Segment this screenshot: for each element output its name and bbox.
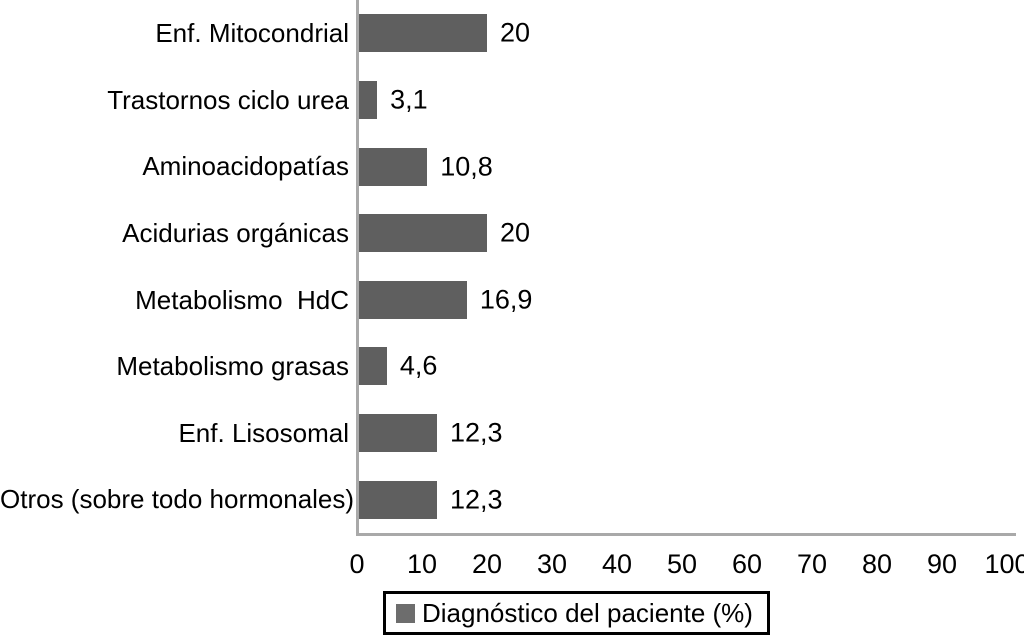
- bar: [357, 280, 467, 319]
- bar-row: Aminoacidopatías 10,8: [0, 133, 1024, 200]
- bar-row: Acidurias orgánicas 20: [0, 200, 1024, 267]
- bar: [357, 80, 378, 119]
- category-label: Otros (sobre todo hormonales): [0, 484, 355, 515]
- bar-value-label: 12,3: [449, 484, 503, 515]
- category-label: Metabolismo grasas: [116, 351, 349, 382]
- legend-label: Diagnóstico del paciente (%): [422, 597, 753, 628]
- bar-row: Metabolismo grasas 4,6: [0, 333, 1024, 400]
- bar-track: 10,8: [357, 133, 1024, 200]
- legend-square-icon: [396, 603, 415, 623]
- bar: [357, 347, 387, 386]
- bar-row: Metabolismo HdC 16,9: [0, 267, 1024, 334]
- bar-value-label: 16,9: [479, 284, 533, 315]
- bar: [357, 214, 487, 253]
- x-axis-tick-label: 80: [861, 549, 893, 579]
- bar: [357, 414, 437, 453]
- x-axis-tick-label: 40: [601, 549, 633, 579]
- x-axis-tick-label: 70: [796, 549, 828, 579]
- x-axis-tick-label: 60: [731, 549, 763, 579]
- bar-value-label: 20: [500, 17, 531, 48]
- x-axis-tick-label: 90: [926, 549, 958, 579]
- category-label: Aminoacidopatías: [142, 151, 349, 182]
- bar-row: Enf. Lisosomal 12,3: [0, 400, 1024, 467]
- x-axis-line: [356, 533, 1016, 536]
- bar: [357, 14, 487, 53]
- bar-row: Otros (sobre todo hormonales) 12,3: [0, 466, 1024, 533]
- bar-track: 12,3: [357, 400, 1024, 467]
- x-axis-tick-label: 50: [666, 549, 698, 579]
- bar-track: 16,9: [357, 267, 1024, 334]
- bar-track: 3,1: [357, 67, 1024, 134]
- bar-track: 12,3: [357, 466, 1024, 533]
- x-axis-tick-labels: 0 10 20 30 40 50 60 70 80 90 100: [0, 549, 1024, 581]
- bar-track: 4,6: [357, 333, 1024, 400]
- legend: Diagnóstico del paciente (%): [383, 591, 770, 635]
- bar-value-label: 4,6: [399, 350, 438, 381]
- category-label: Enf. Lisosomal: [178, 417, 349, 448]
- category-label: Enf. Mitocondrial: [155, 18, 349, 49]
- bar-value-label: 10,8: [440, 151, 493, 182]
- x-axis-tick-label: 100: [984, 549, 1024, 579]
- bar-value-label: 12,3: [449, 417, 503, 448]
- category-label: Metabolismo HdC: [135, 284, 349, 315]
- bar-row: Trastornos ciclo urea 3,1: [0, 67, 1024, 134]
- bar-track: 20: [357, 200, 1024, 267]
- bar-track: 20: [357, 0, 1024, 67]
- bar-row: Enf. Mitocondrial 20: [0, 0, 1024, 67]
- x-axis-tick-label: 10: [406, 549, 438, 579]
- y-axis-line: [356, 0, 359, 536]
- category-label: Trastornos ciclo urea: [107, 84, 349, 115]
- bar: [357, 147, 428, 186]
- bar-value-label: 3,1: [390, 84, 428, 115]
- bar-rows: Enf. Mitocondrial 20 Trastornos ciclo urea…: [0, 0, 1024, 533]
- x-axis-tick-label: 20: [471, 549, 503, 579]
- category-label: Acidurias orgánicas: [122, 217, 349, 248]
- bar-value-label: 20: [500, 217, 531, 248]
- x-axis-tick-label: 30: [536, 549, 568, 579]
- x-axis-tick-label: 0: [349, 549, 365, 579]
- bar: [357, 480, 437, 519]
